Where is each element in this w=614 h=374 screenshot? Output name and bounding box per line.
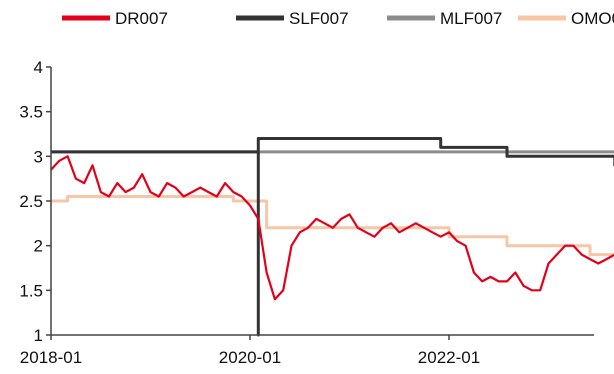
x-tick-label: 2020-01	[219, 348, 281, 367]
series-line-slf007	[51, 137, 614, 337]
y-tick-label: 3.5	[19, 103, 43, 122]
legend-label: SLF007	[289, 9, 349, 28]
y-tick-label: 1	[34, 326, 43, 345]
y-ticks: 1 1.5 2 2.5 3 3.5 4	[19, 58, 51, 345]
legend-label: OMO007	[571, 9, 614, 28]
legend-label: DR007	[115, 9, 168, 28]
y-tick-label: 1.5	[19, 281, 43, 300]
y-tick-label: 2.5	[19, 192, 43, 211]
series-line-dr007	[50, 155, 614, 301]
axes	[50, 67, 594, 336]
legend-label: MLF007	[440, 9, 502, 28]
x-tick-label: 2022-01	[418, 348, 480, 367]
legend: DR007 SLF007 MLF007 OMO007	[62, 9, 614, 28]
x-tick-label: 2018-01	[20, 348, 82, 367]
y-tick-label: 2	[34, 237, 43, 256]
series-line-omo007	[51, 195, 614, 257]
y-tick-label: 4	[34, 58, 43, 77]
y-tick-label: 3	[34, 147, 43, 166]
series-layer	[50, 137, 614, 337]
x-ticks: 2018-01 2020-01 2022-01	[20, 335, 480, 367]
